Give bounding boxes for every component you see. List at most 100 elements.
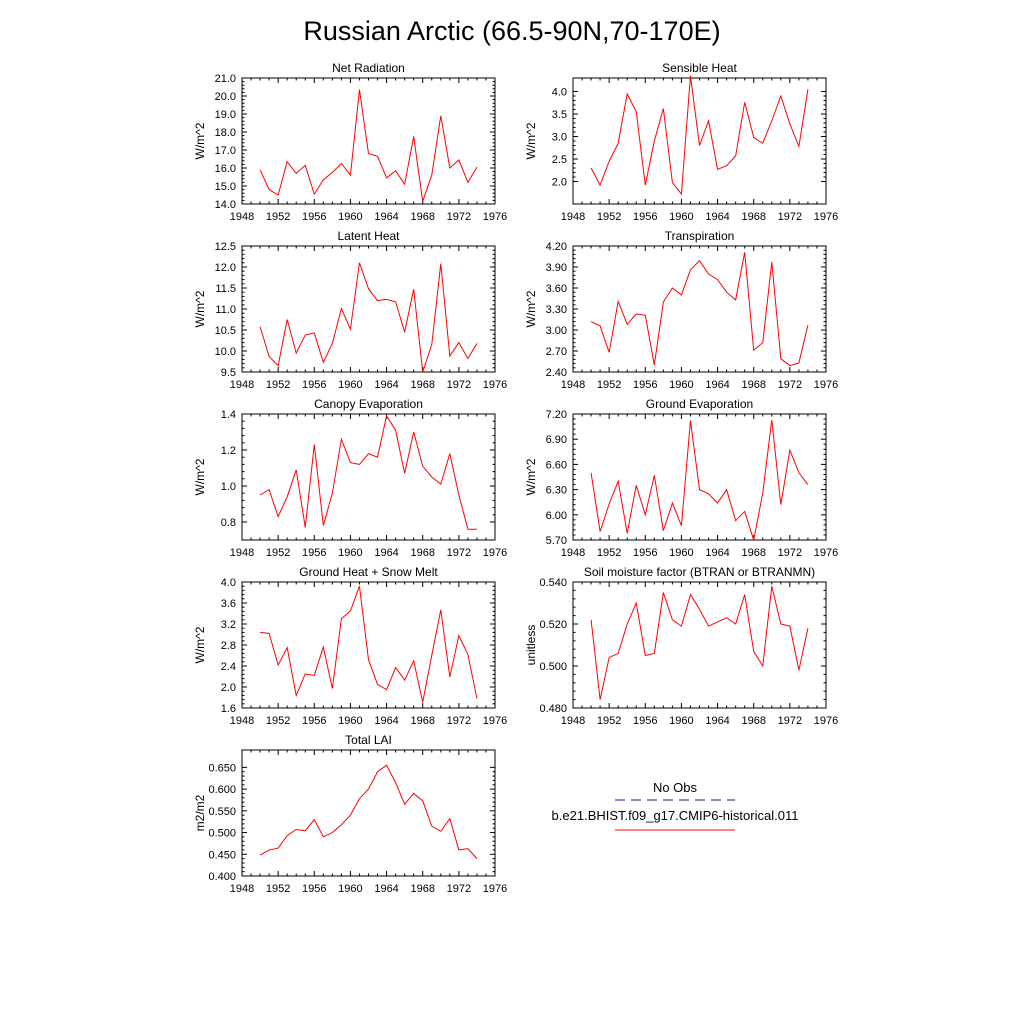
series-line [590,75,809,196]
x-tick-label: 1952 [266,883,290,895]
y-tick-label: 1.6 [221,703,236,715]
y-tick-label: 16.0 [215,163,236,175]
x-tick-label: 1960 [338,883,362,895]
x-tick-label: 1968 [741,379,765,391]
y-tick-label: 21.0 [215,73,236,85]
x-tick-label: 1952 [266,379,290,391]
y-tick-label: 3.0 [552,132,567,144]
x-tick-label: 1968 [410,211,434,223]
x-tick-label: 1964 [705,547,729,559]
x-tick-label: 1976 [483,883,507,895]
y-tick-label: 0.8 [221,517,236,529]
x-tick-label: 1956 [633,379,657,391]
x-tick-label: 1964 [374,547,398,559]
x-tick-label: 1956 [633,547,657,559]
panel-3: Transpiration 1948 1952 1956 1960 1964 1968 197… [524,229,838,391]
panel-0: Net Radiation 1948 1952 1956 1960 1964 1968 197… [193,61,507,223]
y-tick-label: 17.0 [215,145,236,157]
y-tick-label: 5.70 [546,535,567,547]
x-tick-label: 1968 [410,715,434,727]
y-tick-label: 10.0 [215,346,236,358]
y-axis-label: W/m^2 [193,626,207,663]
x-tick-label: 1956 [633,715,657,727]
x-tick-label: 1948 [230,883,254,895]
y-tick-label: 1.2 [221,445,236,457]
panel-title: Net Radiation [332,61,405,75]
x-tick-label: 1976 [814,715,838,727]
y-axis-label: W/m^2 [524,122,538,159]
y-tick-label: 4.0 [221,577,236,589]
x-tick-label: 1956 [633,211,657,223]
x-tick-label: 1972 [778,715,802,727]
plot-frame [241,77,496,205]
y-tick-label: 3.90 [546,262,567,274]
y-tick-label: 3.2 [221,619,236,631]
panel-5: Ground Evaporation 1948 1952 1956 1960 1964 19… [524,397,838,559]
y-tick-label: 14.0 [215,199,236,211]
x-tick-label: 1948 [230,715,254,727]
y-tick-label: 12.0 [215,262,236,274]
plot-frame [241,245,496,373]
panel-title: Latent Heat [337,229,400,243]
series-line [260,586,478,703]
x-tick-label: 1976 [483,379,507,391]
x-tick-label: 1948 [561,211,585,223]
x-tick-label: 1948 [230,547,254,559]
y-tick-label: 1.0 [221,481,236,493]
x-tick-label: 1964 [705,379,729,391]
y-tick-label: 20.0 [215,91,236,103]
x-tick-label: 1960 [338,715,362,727]
y-tick-label: 0.650 [208,762,236,774]
y-tick-label: 4.20 [546,241,567,253]
x-tick-label: 1972 [447,715,471,727]
x-tick-label: 1976 [814,547,838,559]
y-tick-label: 12.5 [215,241,236,253]
x-tick-label: 1956 [302,715,326,727]
figure-title: Russian Arctic (66.5-90N,70-170E) [303,16,720,46]
x-tick-label: 1976 [483,715,507,727]
panel-title: Ground Heat + Snow Melt [299,565,438,579]
x-tick-label: 1960 [669,715,693,727]
x-tick-label: 1972 [447,547,471,559]
y-tick-label: 2.40 [546,367,567,379]
panel-6: Ground Heat + Snow Melt 1948 1952 1956 1960 1… [193,565,507,727]
y-tick-label: 11.0 [215,304,236,316]
series-line [259,414,477,530]
y-tick-label: 9.5 [221,367,236,379]
panel-title: Sensible Heat [662,61,737,75]
x-tick-label: 1976 [483,547,507,559]
x-tick-label: 1948 [561,715,585,727]
plot-frame [572,581,827,709]
x-tick-label: 1972 [447,211,471,223]
x-tick-label: 1964 [374,883,398,895]
y-tick-label: 2.8 [221,640,236,652]
y-tick-label: 3.6 [221,598,236,610]
y-tick-label: 6.00 [546,510,567,522]
series-line [590,252,809,367]
x-tick-label: 1956 [302,883,326,895]
x-tick-label: 1948 [230,211,254,223]
x-tick-label: 1968 [410,883,434,895]
x-tick-label: 1956 [302,379,326,391]
series-line [259,262,478,373]
series-line [259,89,478,202]
y-tick-label: 6.30 [546,485,567,497]
y-tick-label: 0.520 [539,619,567,631]
x-tick-label: 1960 [669,211,693,223]
x-tick-label: 1952 [597,211,621,223]
y-axis-label: W/m^2 [524,290,538,327]
x-tick-label: 1964 [705,211,729,223]
panel-title: Transpiration [665,229,735,243]
plot-frame [572,413,827,541]
x-tick-label: 1960 [669,547,693,559]
y-tick-label: 3.5 [552,109,567,121]
y-tick-label: 3.00 [546,325,567,337]
series-line [259,764,478,859]
x-tick-label: 1976 [814,379,838,391]
x-tick-label: 1960 [338,547,362,559]
y-tick-label: 15.0 [215,181,236,193]
y-tick-label: 0.480 [539,703,567,715]
y-tick-label: 2.70 [546,346,567,358]
x-tick-label: 1968 [410,379,434,391]
panel-title: Canopy Evaporation [314,397,423,411]
